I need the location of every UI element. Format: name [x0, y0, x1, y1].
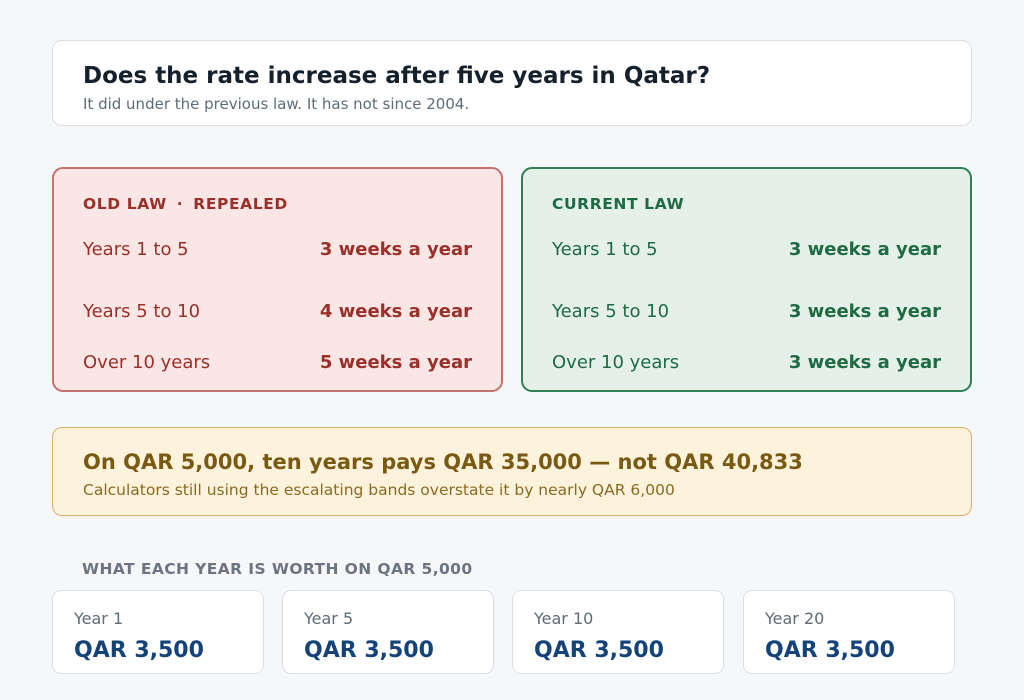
year-card: Year 10 QAR 3,500: [512, 590, 724, 674]
year-card: Year 1 QAR 3,500: [52, 590, 264, 674]
old-law-heading: OLD LAW · REPEALED: [83, 193, 472, 215]
current-law-card: CURRENT LAW Years 1 to 5 3 weeks a year …: [521, 167, 972, 392]
row-value: 3 weeks a year: [319, 239, 472, 260]
old-law-row: Over 10 years 5 weeks a year: [83, 337, 472, 388]
old-law-card: OLD LAW · REPEALED Years 1 to 5 3 weeks a …: [52, 167, 503, 392]
page-subtitle: It did under the previous law. It has no…: [83, 95, 470, 113]
year-card: Year 5 QAR 3,500: [282, 590, 494, 674]
row-label: Years 5 to 10: [552, 301, 670, 322]
years-section-label: WHAT EACH YEAR IS WORTH ON QAR 5,000: [82, 560, 473, 578]
row-value: 3 weeks a year: [788, 352, 941, 373]
year-label: Year 20: [765, 609, 825, 628]
row-value: 5 weeks a year: [319, 352, 472, 373]
old-law-rows: Years 1 to 5 3 weeks a year Years 5 to 1…: [83, 235, 472, 388]
row-label: Years 5 to 10: [83, 301, 201, 322]
year-label: Year 5: [304, 609, 354, 628]
current-law-row: Over 10 years 3 weeks a year: [552, 337, 941, 388]
current-law-heading: CURRENT LAW: [552, 195, 685, 213]
year-value: QAR 3,500: [765, 638, 895, 663]
row-value: 3 weeks a year: [788, 239, 941, 260]
year-value: QAR 3,500: [534, 638, 664, 663]
current-law-rows: Years 1 to 5 3 weeks a year Years 5 to 1…: [552, 235, 941, 388]
year-card: Year 20 QAR 3,500: [743, 590, 955, 674]
year-label: Year 10: [534, 609, 594, 628]
summary-callout: On QAR 5,000, ten years pays QAR 35,000 …: [52, 427, 972, 516]
callout-title: On QAR 5,000, ten years pays QAR 35,000 …: [83, 450, 803, 474]
current-law-row: Years 5 to 10 3 weeks a year: [552, 286, 941, 337]
callout-subtitle: Calculators still using the escalating b…: [83, 481, 675, 499]
row-label: Years 1 to 5: [552, 239, 658, 260]
row-value: 4 weeks a year: [319, 301, 472, 322]
old-law-row: Years 1 to 5 3 weeks a year: [83, 235, 472, 264]
row-value: 3 weeks a year: [788, 301, 941, 322]
repealed-status: REPEALED: [193, 195, 288, 213]
page-title: Does the rate increase after five years …: [83, 63, 711, 89]
current-law-row: Years 1 to 5 3 weeks a year: [552, 235, 941, 264]
old-law-label: OLD LAW: [83, 195, 167, 213]
old-law-row: Years 5 to 10 4 weeks a year: [83, 286, 472, 337]
year-value: QAR 3,500: [304, 638, 434, 663]
header-card: Does the rate increase after five years …: [52, 40, 972, 126]
year-value: QAR 3,500: [74, 638, 204, 663]
row-label: Over 10 years: [83, 352, 211, 373]
row-label: Years 1 to 5: [83, 239, 189, 260]
year-label: Year 1: [74, 609, 124, 628]
heading-separator: ·: [176, 195, 184, 213]
row-label: Over 10 years: [552, 352, 680, 373]
